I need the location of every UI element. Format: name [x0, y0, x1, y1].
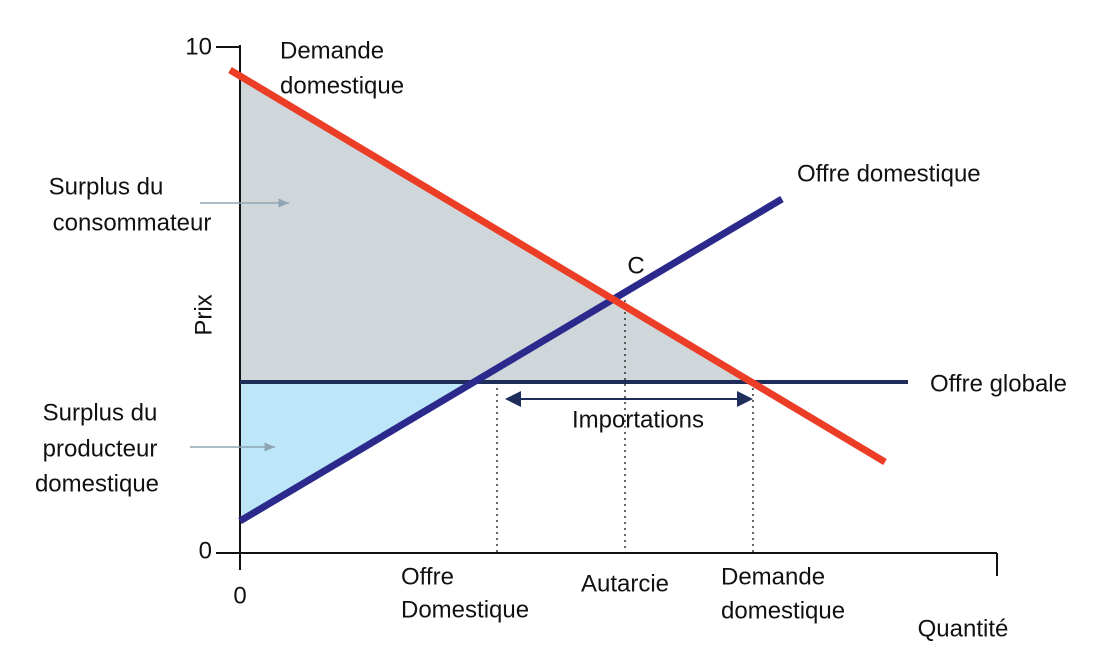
y-axis-label: Prix	[190, 294, 217, 335]
x-mark-label: Autarcie	[581, 570, 669, 597]
curve-label: domestique	[280, 72, 404, 99]
point-label: C	[627, 252, 644, 279]
area-label: Surplus du	[43, 399, 158, 426]
area-label: Surplus du	[49, 173, 164, 200]
guide-lines	[496, 300, 754, 553]
area-label: producteur	[43, 435, 158, 462]
supply-line	[238, 195, 784, 525]
x-mark-label: Domestique	[401, 596, 529, 623]
area-label: consommateur	[53, 209, 212, 236]
imports-label: Importations	[572, 406, 704, 433]
area-label: domestique	[35, 470, 159, 497]
curve-label: Offre domestique	[797, 160, 981, 187]
x-mark-label: Demande	[721, 563, 825, 590]
y-tick-label: 10	[185, 33, 212, 60]
x-axis-label: Quantité	[918, 615, 1009, 642]
curve-label: Offre globale	[930, 370, 1067, 397]
x-tick-label: 0	[233, 582, 246, 609]
axes	[216, 45, 998, 576]
y-tick-label: 0	[199, 537, 212, 564]
x-mark-label: domestique	[721, 597, 845, 624]
x-mark-label: Offre	[401, 563, 454, 590]
demand-line	[228, 66, 887, 466]
curve-label: Demande	[280, 37, 384, 64]
